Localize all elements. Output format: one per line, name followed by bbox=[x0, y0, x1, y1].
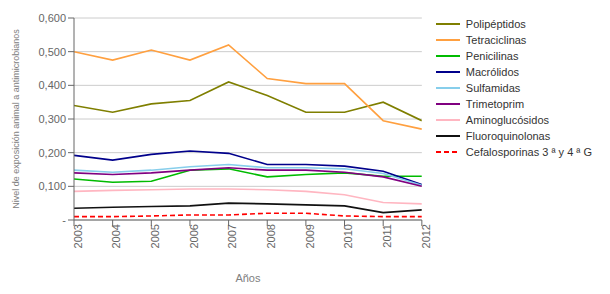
html-text:Cefalosporinas 3 ª y 4 ª G: Cefalosporinas 3 ª y 4 ª G bbox=[465, 146, 592, 158]
svg-text:0,500: 0,500 bbox=[38, 46, 66, 58]
svg-text:0,300: 0,300 bbox=[38, 113, 66, 125]
svg-text:2012: 2012 bbox=[420, 224, 432, 248]
svg-text:Años: Años bbox=[235, 272, 261, 284]
svg-text:Nivel de exposición animal a a: Nivel de exposición animal a antimicrobi… bbox=[11, 29, 21, 209]
html-text:Aminoglucósidos: Aminoglucósidos bbox=[465, 114, 549, 126]
svg-text:2009: 2009 bbox=[304, 224, 316, 248]
svg-text:2011: 2011 bbox=[381, 224, 393, 248]
html-text:Penicilinas: Penicilinas bbox=[465, 50, 519, 62]
svg-text:2005: 2005 bbox=[149, 224, 161, 248]
svg-text:-: - bbox=[62, 214, 66, 226]
svg-text:2008: 2008 bbox=[265, 224, 277, 248]
svg-text:0,600: 0,600 bbox=[38, 12, 66, 24]
svg-text:2004: 2004 bbox=[110, 224, 122, 248]
html-text:Tetraciclinas: Tetraciclinas bbox=[465, 34, 527, 46]
svg-text:2006: 2006 bbox=[188, 224, 200, 248]
svg-text:0,400: 0,400 bbox=[38, 79, 66, 91]
html-text:Sulfamidas: Sulfamidas bbox=[465, 82, 521, 94]
svg-text:2010: 2010 bbox=[342, 224, 354, 248]
svg-text:2007: 2007 bbox=[226, 224, 238, 248]
svg-text:2003: 2003 bbox=[72, 224, 84, 248]
html-text:Trimetoprim: Trimetoprim bbox=[465, 98, 525, 110]
svg-text:0,200: 0,200 bbox=[38, 147, 66, 159]
html-text:Fluoroquinolonas: Fluoroquinolonas bbox=[465, 130, 551, 142]
html-text:Macrólidos: Macrólidos bbox=[465, 66, 519, 78]
svg-text:0,100: 0,100 bbox=[38, 180, 66, 192]
html-text:Polipéptidos: Polipéptidos bbox=[465, 18, 526, 30]
